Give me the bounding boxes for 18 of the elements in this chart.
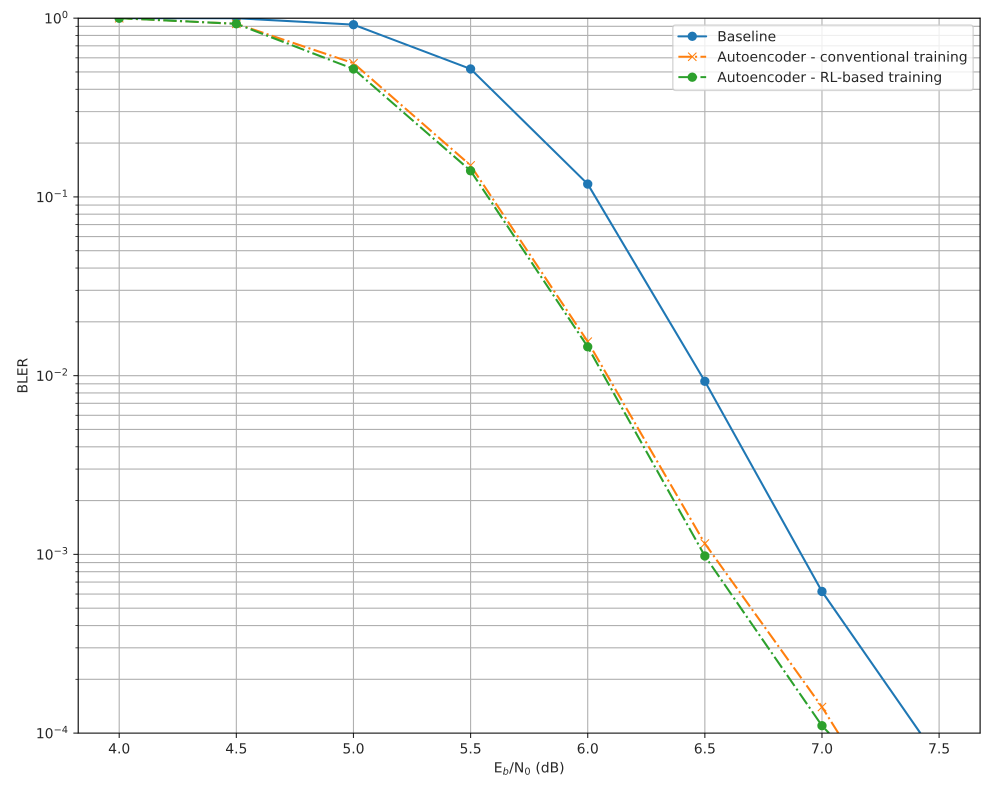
x-tick-label: 7.0 [812,743,832,754]
y-tick-label: 10$^{−4}$ [37,726,68,738]
x-tick-label: 5.5 [460,743,480,754]
y-axis-title: BLER [17,358,28,392]
x-tick-label: 4.0 [108,743,130,754]
x-axis-title: E$_{b}$/N$_{0}$ (dB) [495,762,564,775]
y-tick-label: 10$^{−3}$ [37,547,68,560]
y-tick-label: 10$^{0}$ [46,10,68,24]
x-tick-label: 6.0 [578,743,598,754]
x-tick-label: 7.5 [929,743,949,754]
legend-label: Autoencoder - RL-based training [717,71,941,85]
legend-label: Baseline [718,30,776,42]
legend-label: Autoencoder - conventional training [717,51,966,64]
x-tick-label: 4.5 [226,743,246,754]
y-tick-label: 10$^{−1}$ [37,190,68,202]
x-tick-label: 5.0 [343,743,364,754]
y-tick-label: 10$^{−2}$ [37,368,68,382]
x-tick-label: 6.5 [694,743,715,754]
